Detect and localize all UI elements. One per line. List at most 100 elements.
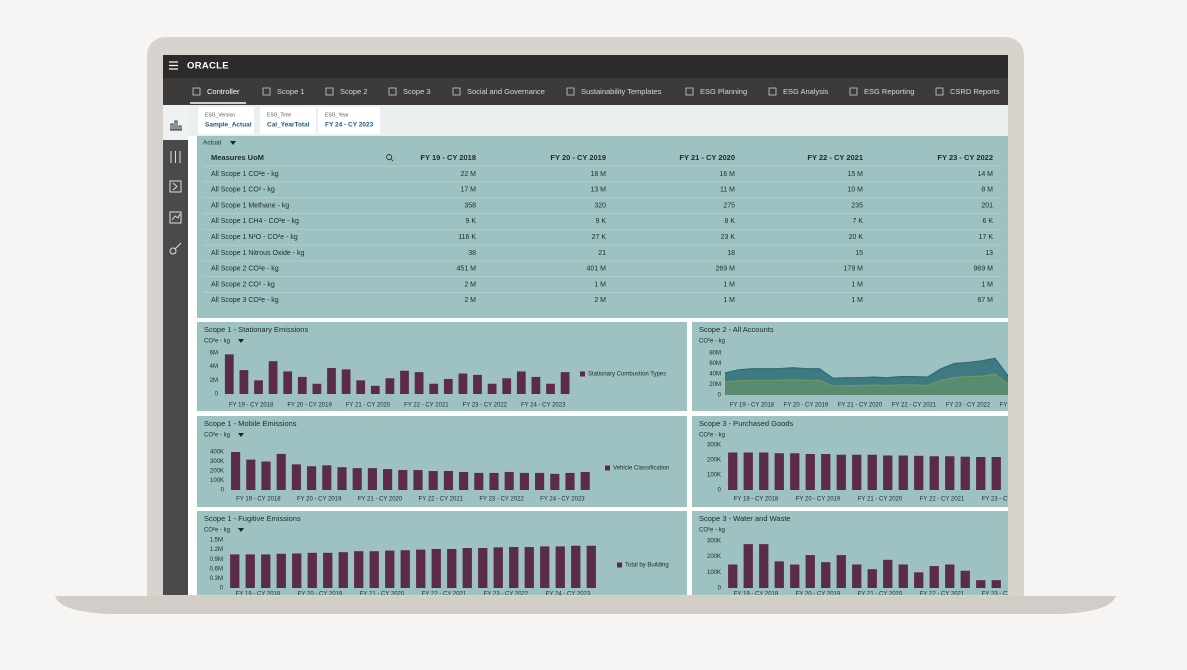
table-cell: 16 M xyxy=(719,171,735,178)
x-tick-label: FY 23 - CY 2022 xyxy=(946,403,991,409)
bar xyxy=(414,372,424,394)
bar xyxy=(960,456,970,490)
bar xyxy=(246,459,256,490)
tab-icon[interactable] xyxy=(566,87,575,96)
x-tick-label: FY 23 - CY 2022 xyxy=(463,403,508,409)
dropdown-arrow[interactable] xyxy=(230,141,236,145)
bar xyxy=(367,468,377,490)
x-tick-label: FY 24 - CY 2023 xyxy=(1000,403,1045,409)
dropdown-arrow[interactable] xyxy=(238,433,244,437)
table-cell: 17 M xyxy=(460,187,476,194)
bar xyxy=(416,549,426,588)
tab[interactable]: Scope 3 xyxy=(403,87,431,96)
bar xyxy=(945,456,955,490)
unit-label[interactable]: CO²e - kg xyxy=(204,339,230,345)
filter-dropdown[interactable]: Actual xyxy=(203,140,222,147)
bar xyxy=(524,547,534,588)
pov-value[interactable]: FY 24 - CY 2023 xyxy=(325,122,374,129)
y-tick-label: 20M xyxy=(709,382,721,388)
pov-value[interactable]: Sample_Actual xyxy=(205,122,252,129)
bar xyxy=(883,455,893,490)
row-label: All Scope 1 Nitrous Oxide - kg xyxy=(211,250,304,257)
nav-icon[interactable] xyxy=(170,120,182,131)
tab[interactable]: ESG Reporting xyxy=(864,87,914,96)
tab-icon[interactable] xyxy=(192,87,201,96)
bar xyxy=(224,354,234,394)
dropdown-arrow[interactable] xyxy=(238,528,244,532)
bar xyxy=(728,564,738,588)
tab-icon[interactable] xyxy=(849,87,858,96)
tab[interactable]: Social and Governance xyxy=(467,87,545,96)
pov-label: ESG_Time xyxy=(267,112,291,118)
y-tick-label: 300K xyxy=(707,443,721,449)
table-cell: 9 K xyxy=(595,218,606,225)
tab[interactable]: CSRD Reports xyxy=(950,87,1000,96)
pov-value[interactable]: Cal_YearTotal xyxy=(267,122,310,129)
chart-title: Scope 1 - Stationary Emissions xyxy=(204,325,308,334)
bar xyxy=(474,472,484,490)
menu-icon[interactable] xyxy=(169,61,178,70)
tab[interactable]: ESG Planning xyxy=(700,87,747,96)
row-label: All Scope 1 N²O - CO²e - kg xyxy=(211,234,298,241)
bar xyxy=(383,469,393,490)
pov-label: ESG_Year xyxy=(325,112,349,118)
bar xyxy=(493,547,503,588)
table-cell: 15 xyxy=(855,250,863,257)
column-header: FY 22 - CY 2021 xyxy=(807,153,863,162)
column-header: FY 23 - CY 2022 xyxy=(937,153,993,162)
unit-label[interactable]: CO²e - kg xyxy=(204,433,230,439)
bar xyxy=(555,546,565,588)
y-tick-label: 0 xyxy=(220,586,224,592)
bar xyxy=(352,468,362,490)
tab[interactable]: Scope 2 xyxy=(340,87,368,96)
tab-icon[interactable] xyxy=(388,87,397,96)
table-cell: 358 xyxy=(464,202,476,209)
bar xyxy=(728,452,738,490)
bar xyxy=(519,472,529,490)
x-tick-label: FY 21 - CY 2020 xyxy=(858,497,903,503)
legend-swatch xyxy=(617,562,622,568)
bar xyxy=(914,455,924,490)
chart-panel: Scope 1 - Fugitive Emissions CO²e - kg 0 0.… xyxy=(197,511,687,598)
bar xyxy=(327,368,336,394)
nav-icon[interactable] xyxy=(169,211,182,224)
tab-icon[interactable] xyxy=(325,87,334,96)
tab[interactable]: Sustainability Templates xyxy=(581,87,662,96)
tab-icon[interactable] xyxy=(768,87,777,96)
unit-label[interactable]: CO²e - kg xyxy=(204,528,230,534)
tab-icon[interactable] xyxy=(685,87,694,96)
bar xyxy=(580,471,590,490)
pov-item[interactable] xyxy=(198,107,254,134)
row-label: All Scope 1 CO²e - kg xyxy=(211,171,279,178)
table-cell: 20 K xyxy=(849,234,864,241)
table-cell: 8 K xyxy=(724,218,735,225)
tab-icon[interactable] xyxy=(935,87,944,96)
bar xyxy=(805,555,815,588)
table-cell: 18 xyxy=(727,250,735,257)
pov-item[interactable] xyxy=(260,107,316,134)
bar xyxy=(429,383,439,394)
x-tick-label: FY 22 - CY 2021 xyxy=(920,592,965,598)
tab-icon[interactable] xyxy=(452,87,461,96)
bar xyxy=(960,570,970,588)
unit-label: CO²e - kg xyxy=(699,339,725,345)
tab[interactable]: Scope 1 xyxy=(277,87,305,96)
nav-icon[interactable] xyxy=(170,151,181,163)
bar xyxy=(805,454,815,490)
dropdown-arrow[interactable] xyxy=(238,339,244,343)
tab[interactable]: ESG Analysis xyxy=(783,87,829,96)
bar xyxy=(312,383,322,394)
x-tick-label: FY 23 - CY 2022 xyxy=(484,592,529,598)
table-cell: 14 M xyxy=(977,171,993,178)
tab-icon[interactable] xyxy=(262,87,271,96)
tab[interactable]: Controller xyxy=(207,87,240,96)
bar xyxy=(867,569,877,588)
pov-item[interactable] xyxy=(318,107,380,134)
search-icon[interactable] xyxy=(386,154,394,162)
panel-bg xyxy=(197,322,687,411)
nav-icon[interactable] xyxy=(169,180,182,193)
chart-panel: Scope 3 - Water and Waste CO²e - kg 0 100K 2… xyxy=(692,511,1008,598)
nav-icon[interactable] xyxy=(169,242,182,255)
y-tick-label: 300K xyxy=(707,539,721,545)
